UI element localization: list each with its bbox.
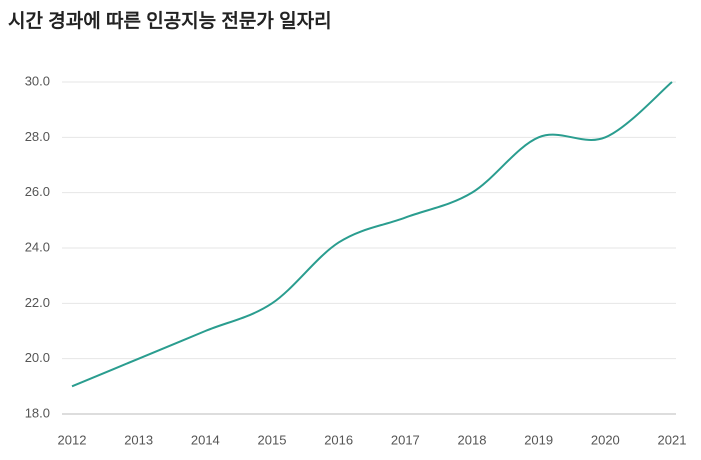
x-tick-label: 2021 [658, 432, 687, 447]
chart-title: 시간 경과에 따른 인공지능 전문가 일자리 [8, 10, 332, 32]
x-tick-label: 2019 [524, 432, 553, 447]
y-tick-label: 26.0 [25, 184, 50, 199]
x-tick-label: 2018 [458, 432, 487, 447]
line [71, 81, 673, 388]
x-tick-label: 2017 [391, 432, 420, 447]
y-tick-label: 28.0 [25, 129, 50, 144]
y-tick-label: 20.0 [25, 350, 50, 365]
x-tick-label: 2014 [191, 432, 220, 447]
x-tick-label: 2012 [58, 432, 87, 447]
x-tick-label: 2020 [591, 432, 620, 447]
x-tick-label: 2013 [124, 432, 153, 447]
y-tick-label: 22.0 [25, 295, 50, 310]
x-tick-label: 2015 [258, 432, 287, 447]
y-tick-label: 18.0 [25, 405, 50, 420]
y-tick-label: 30.0 [25, 73, 50, 88]
x-tick-label: 2016 [324, 432, 353, 447]
y-tick-label: 24.0 [25, 239, 50, 254]
